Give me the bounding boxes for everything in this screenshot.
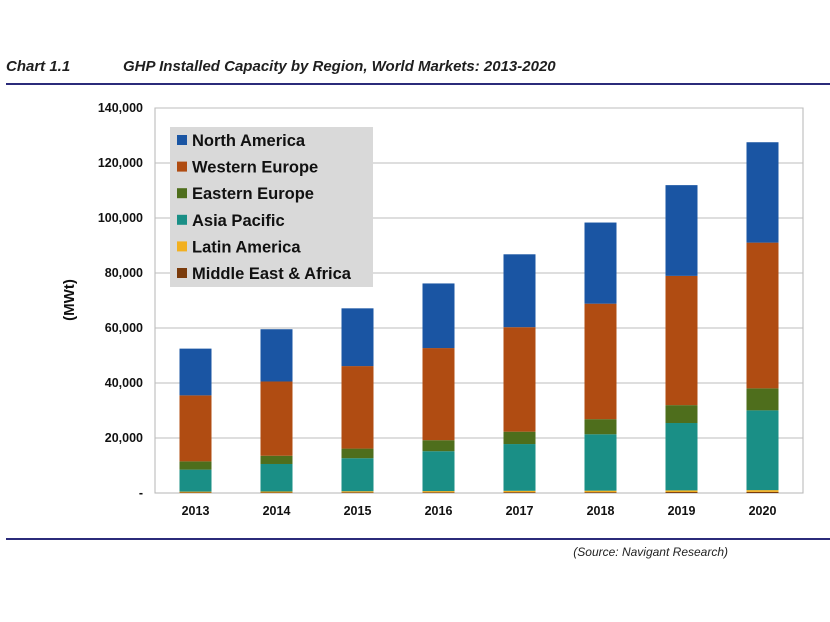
bar-middle-east-africa-2017 [503,492,536,493]
x-tick-label: 2018 [587,504,615,518]
bar-latin-america-2016 [422,491,455,493]
bar-latin-america-2015 [341,491,374,493]
bar-middle-east-africa-2019 [665,492,698,493]
legend-swatch [177,135,187,145]
legend-swatch [177,268,187,278]
bottom-rule [6,538,830,540]
legend-swatch [177,188,187,199]
bar-asia-pacific-2016 [422,451,455,492]
bar-latin-america-2013 [179,491,212,493]
bar-middle-east-africa-2013 [179,492,212,493]
bar-western-europe-2017 [503,327,536,432]
y-axis-ticks: - 20,000 40,000 60,000 80,000 100,000 120,000 1… [98,101,143,500]
bar-eastern-europe-2017 [503,431,536,445]
y-tick-label: 40,000 [105,376,143,390]
y-tick-label: 100,000 [98,211,143,225]
x-tick-label: 2014 [263,504,291,518]
bar-asia-pacific-2017 [503,444,536,491]
bar-western-europe-2014 [260,381,293,456]
bar-asia-pacific-2018 [584,434,617,491]
bar-eastern-europe-2019 [665,405,698,424]
bar-eastern-europe-2018 [584,419,617,435]
bar-asia-pacific-2013 [179,469,212,492]
bar-western-europe-2020 [746,242,779,389]
y-tick-label: 60,000 [105,321,143,335]
bar-eastern-europe-2015 [341,448,374,459]
x-tick-label: 2020 [749,504,777,518]
x-axis-ticks: 2013 2014 2015 2016 2017 2018 2019 2020 [182,504,777,518]
legend: North America Western Europe Eastern Europ… [170,127,373,287]
legend-label: Eastern Europe [192,185,314,203]
legend-label: Middle East & Africa [192,265,352,283]
x-tick-label: 2019 [668,504,696,518]
bar-asia-pacific-2015 [341,458,374,492]
bar-north-america-2018 [584,222,617,304]
bar-western-europe-2013 [179,395,212,462]
y-tick-label: 20,000 [105,431,143,445]
bar-middle-east-africa-2016 [422,492,455,493]
legend-label: Western Europe [192,159,318,177]
bar-latin-america-2014 [260,491,293,493]
legend-background [170,127,373,287]
bar-eastern-europe-2020 [746,388,779,411]
top-rule [6,83,830,85]
y-tick-label: 140,000 [98,101,143,115]
bar-latin-america-2020 [746,490,779,492]
legend-swatch [177,214,187,225]
bar-latin-america-2019 [665,490,698,493]
bar-eastern-europe-2016 [422,440,455,452]
bar-middle-east-africa-2015 [341,492,374,493]
bar-asia-pacific-2019 [665,423,698,491]
bar-middle-east-africa-2018 [584,492,617,493]
bar-north-america-2019 [665,185,698,276]
bar-middle-east-africa-2020 [746,491,779,493]
y-tick-label: 80,000 [105,266,143,280]
x-tick-label: 2016 [425,504,453,518]
legend-swatch [177,241,187,252]
y-axis-label: (MWt) [61,279,78,321]
bar-western-europe-2015 [341,366,374,449]
legend-label: North America [192,132,306,150]
bar-north-america-2013 [179,348,212,396]
y-tick-label: - [139,486,143,500]
bar-north-america-2015 [341,308,374,367]
bar-western-europe-2016 [422,348,455,441]
bar-eastern-europe-2013 [179,461,212,470]
legend-label: Asia Pacific [192,212,285,230]
legend-swatch [177,161,187,172]
y-tick-label: 120,000 [98,156,143,170]
bar-western-europe-2019 [665,275,698,406]
source-note: (Source: Navigant Research) [573,545,728,559]
bar-latin-america-2017 [503,490,536,493]
bar-latin-america-2018 [584,490,617,493]
bar-eastern-europe-2014 [260,455,293,464]
bar-asia-pacific-2020 [746,410,779,491]
bar-north-america-2020 [746,142,779,243]
bar-western-europe-2018 [584,303,617,420]
x-tick-label: 2017 [506,504,534,518]
bar-middle-east-africa-2014 [260,492,293,493]
bar-asia-pacific-2014 [260,463,293,492]
x-tick-label: 2015 [344,504,372,518]
bar-north-america-2016 [422,283,455,349]
bar-north-america-2017 [503,254,536,328]
chart-number-label: Chart 1.1 [6,58,71,75]
legend-label: Latin America [192,238,301,256]
chart-title: GHP Installed Capacity by Region, World … [123,58,556,75]
x-tick-label: 2013 [182,504,210,518]
bar-north-america-2014 [260,329,293,382]
bars [179,142,779,493]
